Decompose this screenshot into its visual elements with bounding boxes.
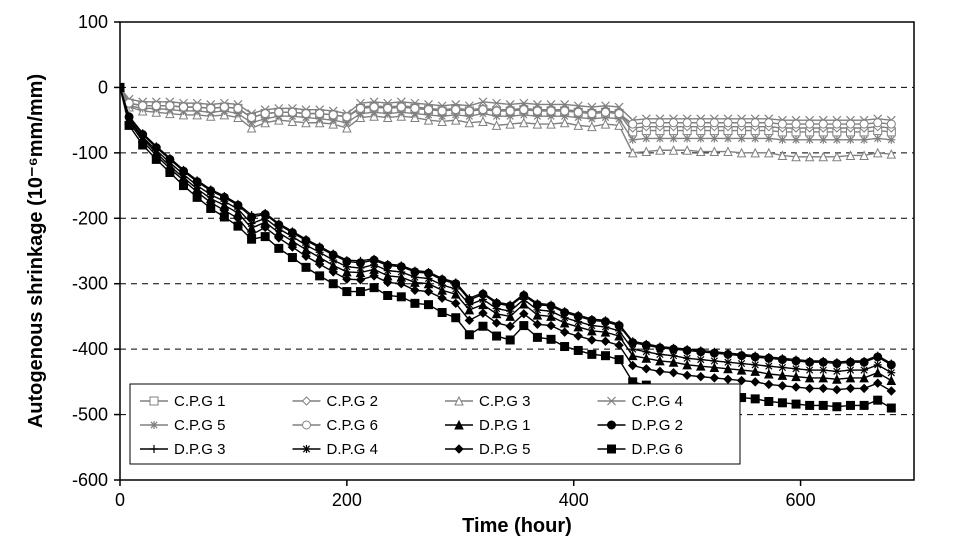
chart-container: { "chart": { "type": "line", "width": 97… xyxy=(0,0,976,541)
y-tick-label: -500 xyxy=(72,405,108,425)
legend-label: C.P.G 3 xyxy=(479,393,530,410)
y-tick-label: -100 xyxy=(72,143,108,163)
chart-svg: -600 -500 -400 -300 -200 -100 0 100 0 200 400 600 C.… xyxy=(0,0,976,541)
legend-label: D.P.G 3 xyxy=(174,441,225,458)
x-tick-label: 600 xyxy=(786,490,816,510)
legend-label: C.P.G 5 xyxy=(174,417,225,434)
y-axis-label: Autogenous shrinkage (10⁻⁶mm/mm) xyxy=(25,74,47,428)
x-tick-label: 200 xyxy=(332,490,362,510)
y-tick-label: 100 xyxy=(78,12,108,32)
legend-label: D.P.G 5 xyxy=(479,441,530,458)
legend-label: C.P.G 4 xyxy=(632,393,683,410)
x-tick-label: 0 xyxy=(115,490,125,510)
legend-label: C.P.G 1 xyxy=(174,393,225,410)
legend-label: D.P.G 2 xyxy=(632,417,683,434)
y-tick-label: 0 xyxy=(98,77,108,97)
legend-label: D.P.G 6 xyxy=(632,441,683,458)
x-tick-label: 400 xyxy=(559,490,589,510)
legend-label: D.P.G 1 xyxy=(479,417,530,434)
y-tick-label: -600 xyxy=(72,470,108,490)
x-axis-label: Time (hour) xyxy=(462,515,572,537)
legend-label: C.P.G 2 xyxy=(327,393,378,410)
y-tick-label: -300 xyxy=(72,274,108,294)
y-tick-label: -200 xyxy=(72,208,108,228)
legend-label: C.P.G 6 xyxy=(327,417,378,434)
y-tick-label: -400 xyxy=(72,339,108,359)
legend-label: D.P.G 4 xyxy=(327,441,378,458)
legend: C.P.G 1 C.P.G 2 C.P.G 3 C.P.G 4 C.P.G 5 C.P.G… xyxy=(130,384,740,464)
